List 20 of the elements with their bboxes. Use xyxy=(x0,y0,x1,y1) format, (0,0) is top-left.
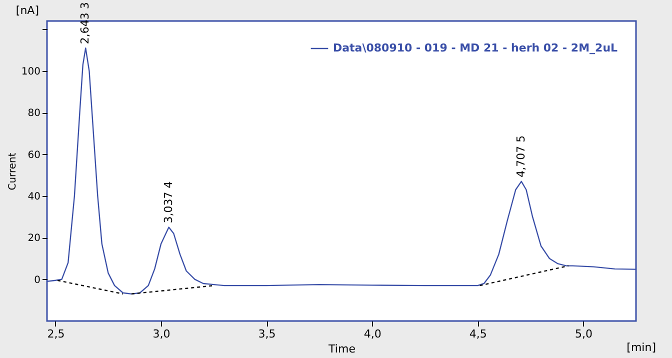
annotation: 2,643 3 xyxy=(78,2,92,44)
legend-label: Data\080910 - 019 - MD 21 - herh 02 - 2M_2uL xyxy=(333,42,618,54)
x-axis-title: Time xyxy=(328,342,356,356)
x-tick-label: 3,5 xyxy=(258,328,276,340)
x-tick-label: 2,5 xyxy=(47,328,65,340)
y-axis-title: Current xyxy=(7,152,18,190)
annotation: 3,037 4 xyxy=(162,181,175,224)
annotation: 4,707 5 xyxy=(514,135,528,178)
y-tick-label: 60 xyxy=(28,150,40,161)
text: [nA] xyxy=(16,4,39,17)
y-tick-label: 80 xyxy=(28,108,40,120)
x-tick-label: 4,0 xyxy=(364,328,382,340)
y-tick-label: 100 xyxy=(21,66,40,78)
x-tick-label: 3,0 xyxy=(152,328,170,340)
x-tick-label: 5,0 xyxy=(574,328,592,340)
x-tick-label: 4,5 xyxy=(469,328,487,340)
y-tick-label: 0 xyxy=(34,274,40,286)
text: [min] xyxy=(626,341,656,354)
y-tick-label: 40 xyxy=(28,192,40,202)
y-tick-label: 20 xyxy=(28,233,40,244)
